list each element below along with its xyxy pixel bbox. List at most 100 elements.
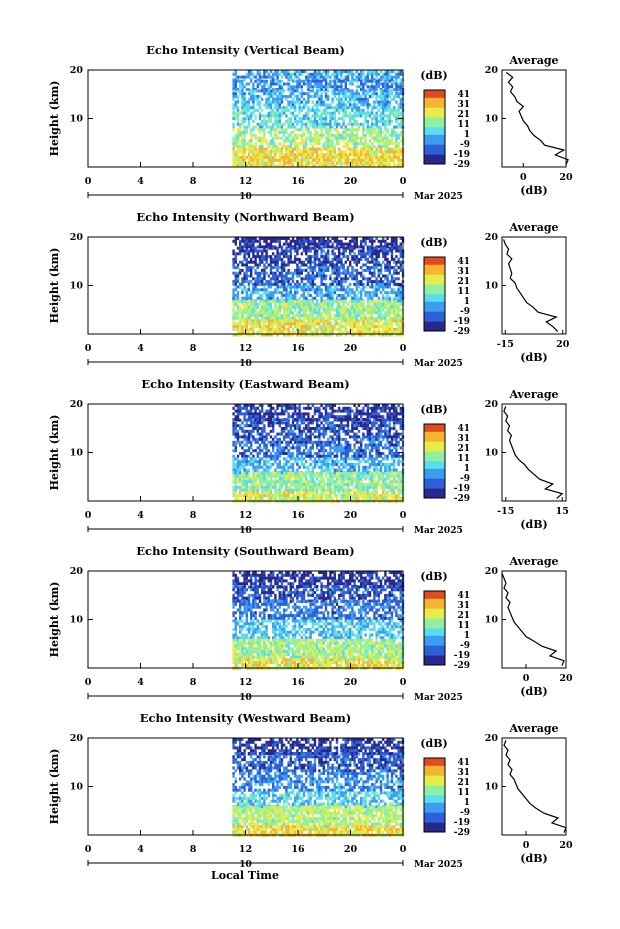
heatmap-cell: [346, 100, 350, 104]
heatmap-cell: [399, 161, 402, 165]
heatmap-cell: [234, 471, 237, 475]
heatmap-cell: [360, 257, 363, 261]
heatmap-cell: [252, 491, 255, 495]
heatmap-cell: [338, 293, 341, 297]
heatmap-cell: [357, 280, 361, 284]
heatmap-cell: [318, 156, 321, 159]
heatmap-cell: [344, 131, 347, 134]
heatmap-cell: [247, 314, 251, 318]
heatmap-cell: [368, 252, 372, 256]
heatmap-cell: [362, 89, 365, 93]
heatmap-cell: [316, 308, 319, 312]
heatmap-cell: [272, 158, 275, 162]
heatmap-cell: [272, 239, 275, 243]
heatmap-cell: [247, 156, 251, 159]
heatmap-cell: [261, 494, 264, 498]
heatmap-cell: [256, 239, 259, 243]
heatmap-cell: [274, 271, 277, 275]
heatmap-cell: [272, 454, 275, 458]
heatmap-cell: [294, 103, 297, 107]
heatmap-cell: [278, 72, 281, 76]
heatmap-cell: [245, 288, 248, 292]
heatmap-cell: [241, 463, 244, 466]
heatmap-cell: [364, 305, 367, 309]
heatmap-cell: [379, 156, 383, 159]
heatmap-cell: [357, 150, 361, 154]
heatmap-cell: [298, 92, 301, 96]
heatmap-cell: [355, 319, 358, 323]
heatmap-cell: [274, 480, 277, 484]
heatmap-cell: [331, 242, 334, 246]
heatmap-cell: [393, 158, 396, 162]
heatmap-cell: [349, 263, 352, 267]
heatmap-cell: [283, 70, 286, 73]
heatmap-cell: [364, 330, 367, 334]
heatmap-cell: [311, 122, 314, 126]
heatmap-cell: [276, 239, 279, 243]
heatmap-cell: [313, 128, 317, 132]
heatmap-cell: [346, 147, 350, 151]
heatmap-cell: [296, 327, 299, 331]
heatmap-cell: [366, 156, 369, 159]
heatmap-cell: [364, 242, 367, 246]
heatmap-cell: [263, 412, 266, 416]
heatmap-cell: [280, 266, 284, 270]
heatmap-cell: [245, 103, 248, 107]
heatmap-cell: [298, 147, 301, 151]
heatmap-cell: [269, 95, 273, 98]
heatmap-cell: [311, 322, 314, 326]
heatmap-cell: [276, 114, 279, 118]
heatmap-cell: [335, 92, 339, 96]
heatmap-cell: [263, 468, 266, 472]
heatmap-cell: [252, 305, 255, 309]
heatmap-cell: [243, 465, 246, 469]
heatmap-cell: [267, 114, 270, 118]
heatmap-cell: [390, 266, 394, 270]
heatmap-cell: [349, 111, 352, 115]
heatmap-cell: [384, 114, 387, 118]
heatmap-cell: [285, 316, 288, 320]
heatmap-cell: [311, 79, 314, 83]
heatmap-cell: [252, 150, 255, 154]
heatmap-cell: [366, 316, 369, 320]
heatmap-cell: [338, 117, 341, 121]
heatmap-cell: [368, 95, 372, 98]
heatmap-cell: [265, 266, 268, 270]
heatmap-cell: [309, 319, 312, 323]
heatmap-cell: [316, 72, 319, 76]
heatmap-cell: [280, 465, 284, 469]
heatmap-cell: [254, 300, 257, 304]
heatmap-cell: [256, 463, 259, 466]
heatmap-cell: [399, 260, 402, 264]
heatmap-cell: [313, 139, 317, 143]
heatmap-cell: [294, 158, 297, 162]
heatmap-cell: [395, 95, 398, 98]
heatmap-cell: [252, 421, 255, 425]
heatmap-cell: [241, 131, 244, 134]
heatmap-cell: [362, 325, 365, 329]
heatmap-cell: [393, 268, 396, 272]
heatmap-cell: [247, 333, 251, 337]
heatmap-cell: [338, 136, 341, 140]
heatmap-cell: [236, 271, 240, 275]
heatmap-cell: [344, 333, 347, 337]
heatmap-cell: [250, 145, 253, 148]
heatmap-cell: [267, 404, 270, 407]
heatmap-cell: [316, 302, 319, 306]
heatmap-cell: [298, 327, 301, 331]
heatmap-cell: [261, 429, 264, 433]
colorbar-tick-label: 31: [457, 267, 470, 277]
heatmap-cell: [252, 89, 255, 93]
heatmap-cell: [371, 266, 374, 270]
heatmap-cell: [399, 319, 402, 323]
heatmap-cell: [342, 120, 345, 123]
heatmap-cell: [377, 95, 380, 98]
heatmap-cell: [298, 257, 301, 261]
heatmap-cell: [291, 114, 295, 118]
heatmap-cell: [382, 131, 385, 134]
heatmap-cell: [371, 311, 374, 315]
heatmap-cell: [329, 291, 332, 295]
heatmap-cell: [272, 246, 275, 250]
heatmap-cell: [320, 237, 323, 240]
heatmap-cell: [283, 293, 286, 297]
